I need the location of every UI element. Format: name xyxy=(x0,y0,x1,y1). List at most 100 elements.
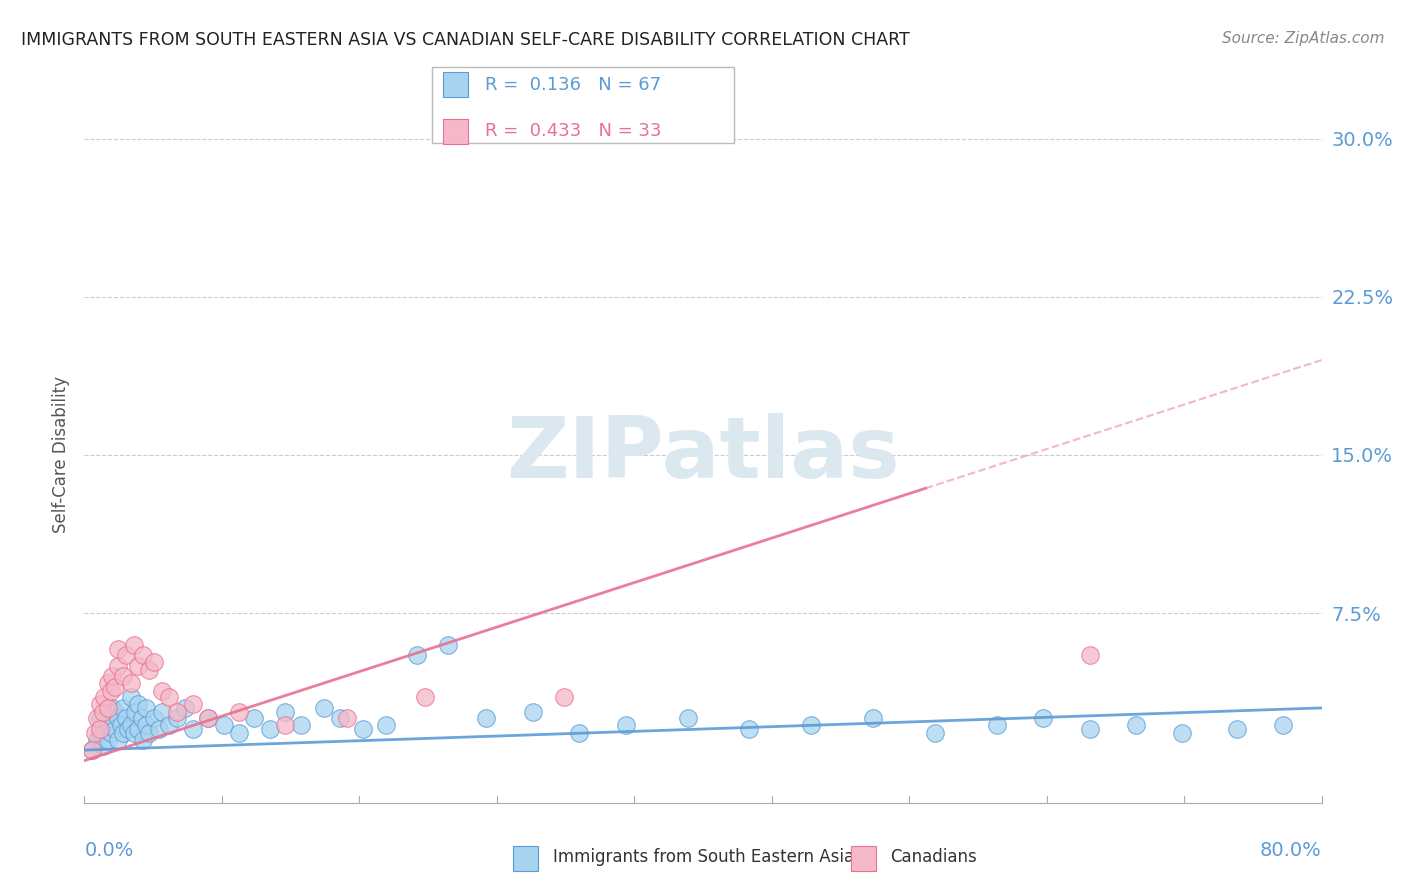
Text: R =  0.136   N = 67: R = 0.136 N = 67 xyxy=(485,76,661,94)
Point xyxy=(166,711,188,725)
Point xyxy=(110,718,132,732)
Point xyxy=(274,705,297,719)
Point xyxy=(86,711,108,725)
Point xyxy=(738,722,761,736)
Point xyxy=(101,711,124,725)
Point xyxy=(1125,718,1147,732)
Point xyxy=(413,690,436,705)
Y-axis label: Self-Care Disability: Self-Care Disability xyxy=(52,376,70,533)
Point xyxy=(104,722,127,736)
Point xyxy=(96,732,118,747)
Point xyxy=(986,718,1008,732)
Point xyxy=(1171,726,1194,740)
Point xyxy=(96,718,118,732)
Point xyxy=(143,711,166,725)
Point xyxy=(1225,722,1247,736)
Point xyxy=(352,722,374,736)
Point xyxy=(290,718,312,732)
Text: Immigrants from South Eastern Asia: Immigrants from South Eastern Asia xyxy=(553,848,853,866)
Point xyxy=(1078,648,1101,663)
Point xyxy=(107,658,129,673)
Point xyxy=(115,648,138,663)
Point xyxy=(124,705,146,719)
Point xyxy=(91,705,114,719)
Point xyxy=(89,722,111,736)
Text: 0.0%: 0.0% xyxy=(84,840,134,860)
Point xyxy=(138,726,160,740)
Text: Source: ZipAtlas.com: Source: ZipAtlas.com xyxy=(1222,31,1385,46)
Point xyxy=(181,697,204,711)
Text: R =  0.433   N = 33: R = 0.433 N = 33 xyxy=(485,122,662,140)
Point xyxy=(89,726,111,740)
Point xyxy=(117,722,139,736)
Point xyxy=(197,711,219,725)
Point xyxy=(614,718,637,732)
Point xyxy=(100,726,122,740)
Point xyxy=(862,711,884,725)
Point xyxy=(131,711,153,725)
Point xyxy=(228,726,250,740)
Point xyxy=(96,675,118,690)
Point xyxy=(374,718,398,732)
Point xyxy=(112,669,135,683)
Point xyxy=(135,701,157,715)
Point xyxy=(89,711,111,725)
Point xyxy=(924,726,946,740)
Point xyxy=(91,739,114,753)
Point xyxy=(107,732,129,747)
Point xyxy=(120,718,142,732)
Point xyxy=(212,718,235,732)
Point xyxy=(166,705,188,719)
Point xyxy=(107,711,129,725)
Point xyxy=(84,726,107,740)
Point xyxy=(132,732,155,747)
Point xyxy=(127,697,149,711)
Point xyxy=(148,722,170,736)
Point xyxy=(676,711,699,725)
Point xyxy=(115,711,138,725)
Point xyxy=(312,701,335,715)
Point xyxy=(150,705,173,719)
Point xyxy=(82,743,104,757)
Point xyxy=(132,648,155,663)
Point xyxy=(522,705,544,719)
Point xyxy=(1078,722,1101,736)
Point xyxy=(1032,711,1054,725)
Point xyxy=(274,718,297,732)
Point xyxy=(159,718,180,732)
Point xyxy=(86,732,108,747)
Point xyxy=(93,690,115,705)
Point xyxy=(101,669,124,683)
Point xyxy=(553,690,575,705)
Point xyxy=(228,705,250,719)
Point xyxy=(568,726,591,740)
Point xyxy=(436,638,458,652)
Point xyxy=(143,655,166,669)
Text: IMMIGRANTS FROM SOUTH EASTERN ASIA VS CANADIAN SELF-CARE DISABILITY CORRELATION : IMMIGRANTS FROM SOUTH EASTERN ASIA VS CA… xyxy=(21,31,910,49)
Point xyxy=(197,711,219,725)
Text: Canadians: Canadians xyxy=(890,848,977,866)
Point xyxy=(159,690,180,705)
Point xyxy=(107,641,129,656)
Point xyxy=(1271,718,1294,732)
Point xyxy=(475,711,498,725)
Point xyxy=(243,711,266,725)
Point xyxy=(174,701,197,715)
Point xyxy=(104,705,127,719)
Point xyxy=(104,680,127,694)
Point xyxy=(259,722,281,736)
Text: 80.0%: 80.0% xyxy=(1260,840,1322,860)
Point xyxy=(328,711,352,725)
Point xyxy=(112,701,135,715)
Point xyxy=(138,663,160,677)
Point xyxy=(93,722,115,736)
Point xyxy=(82,743,104,757)
Point xyxy=(336,711,359,725)
Point xyxy=(150,684,173,698)
Point xyxy=(112,726,135,740)
Point xyxy=(120,675,142,690)
Point xyxy=(89,697,111,711)
Point xyxy=(122,726,145,740)
Point xyxy=(800,718,823,732)
Point xyxy=(96,701,118,715)
